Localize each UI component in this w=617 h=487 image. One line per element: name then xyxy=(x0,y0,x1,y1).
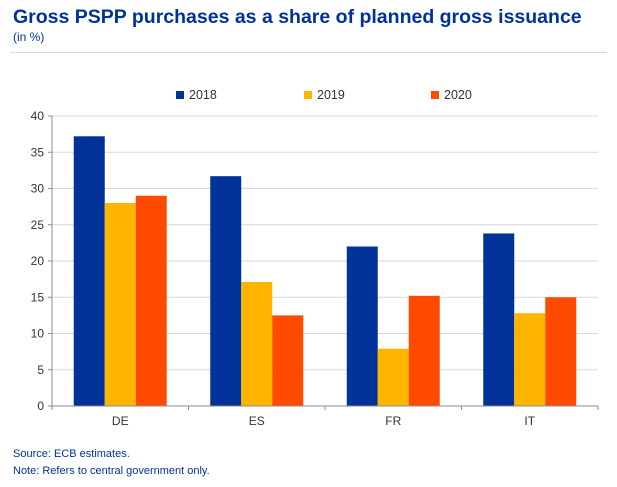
bar-chart: 0 5 10 15 20 25 30 35 40 DE ES FR IT xyxy=(31,109,599,428)
y-tick-label: 10 xyxy=(31,327,45,341)
bar-it-2018 xyxy=(483,233,515,406)
legend-label-series-1: 2018 xyxy=(189,88,217,102)
x-tick-label: IT xyxy=(524,414,535,428)
y-tick-label: 35 xyxy=(31,145,45,159)
bar-de-2018 xyxy=(73,136,105,407)
bar-de-2020 xyxy=(135,195,167,406)
legend-swatch-series-3 xyxy=(431,91,439,99)
x-tick-label: ES xyxy=(249,414,265,428)
chart-legend: 2018 2019 2020 xyxy=(0,88,617,106)
bar-es-2019 xyxy=(241,282,273,406)
bar-it-2019 xyxy=(514,313,546,406)
legend-label-series-2: 2019 xyxy=(317,88,345,102)
y-tick-label: 20 xyxy=(31,254,45,268)
bar-it-2020 xyxy=(545,297,577,406)
y-tick-label: 0 xyxy=(37,399,44,413)
bar-es-2020 xyxy=(272,315,304,406)
title-divider xyxy=(10,52,607,53)
source-note: Source: ECB estimates. xyxy=(13,448,130,460)
chart-title: Gross PSPP purchases as a share of plann… xyxy=(13,6,582,28)
y-tick-label: 5 xyxy=(37,363,44,377)
y-tick-label: 40 xyxy=(31,109,45,123)
x-tick-label: FR xyxy=(385,414,401,428)
footnote: Note: Refers to central government only. xyxy=(13,465,210,477)
bar-fr-2020 xyxy=(408,295,440,406)
legend-swatch-series-1 xyxy=(176,91,184,99)
y-tick-label: 30 xyxy=(31,182,45,196)
bar-fr-2018 xyxy=(346,246,378,406)
bar-de-2019 xyxy=(104,203,136,406)
y-tick-label: 15 xyxy=(31,290,45,304)
bar-es-2018 xyxy=(210,176,242,406)
legend-item-series-1: 2018 xyxy=(176,88,217,102)
legend-swatch-series-2 xyxy=(304,91,312,99)
legend-item-series-3: 2020 xyxy=(431,88,472,102)
chart-subtitle: (in %) xyxy=(13,30,45,44)
legend-item-series-2: 2019 xyxy=(304,88,345,102)
x-tick-label: DE xyxy=(112,414,129,428)
legend-label-series-3: 2020 xyxy=(444,88,472,102)
y-tick-label: 25 xyxy=(31,218,45,232)
bar-fr-2019 xyxy=(377,348,409,406)
